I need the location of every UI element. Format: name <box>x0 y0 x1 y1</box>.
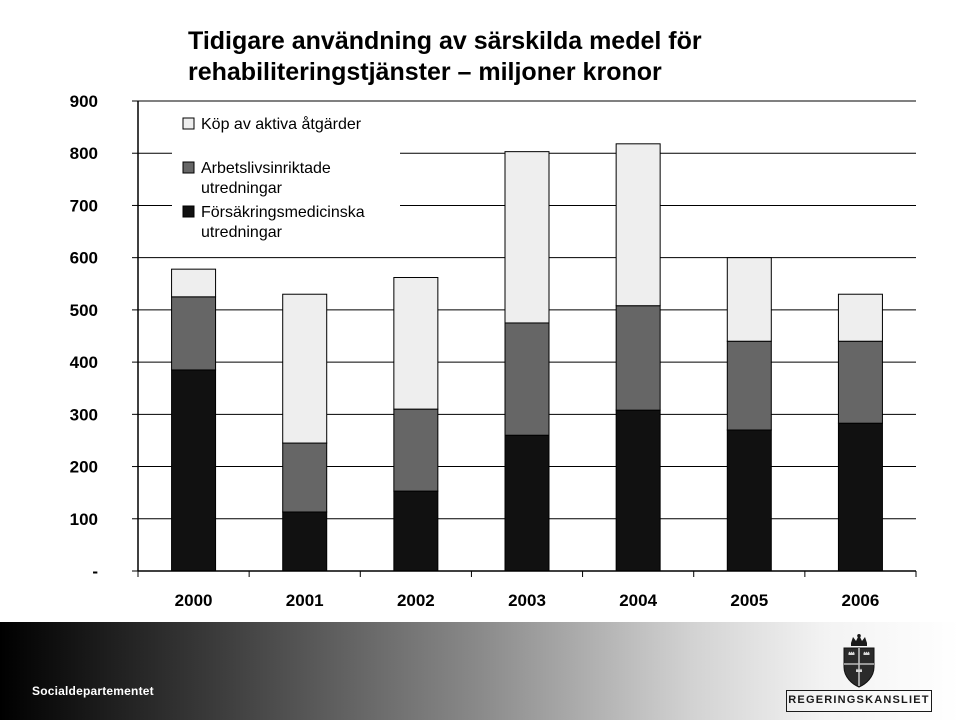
y-tick-label: 600 <box>70 249 98 268</box>
y-tick-label: 100 <box>70 510 98 529</box>
x-tick-label: 2002 <box>397 591 435 610</box>
bar-segment <box>726 257 772 342</box>
x-tick-label: 2003 <box>508 591 546 610</box>
bar-segment <box>615 409 661 572</box>
legend-swatch <box>182 161 195 174</box>
bar-segment <box>282 442 328 513</box>
legend-label: utredningar <box>201 180 283 197</box>
y-tick-label: 200 <box>70 458 98 477</box>
bar-segment <box>837 293 883 342</box>
legend-label: Arbetslivsinriktade <box>201 160 331 177</box>
bar-segment <box>504 151 550 324</box>
bar-segment <box>171 369 217 572</box>
bar-segment <box>726 340 772 431</box>
legend-label: Köp av aktiva åtgärder <box>201 115 362 133</box>
legend-label: Försäkringsmedicinska <box>201 204 365 221</box>
legend-swatch <box>182 117 195 130</box>
chart-title: Tidigare användning av särskilda medel f… <box>188 26 888 88</box>
bar-segment <box>282 511 328 572</box>
bar-segment <box>504 434 550 572</box>
y-tick-label: 500 <box>70 301 98 320</box>
bar-segment <box>393 277 439 410</box>
chart-title-line-1: Tidigare användning av särskilda medel f… <box>188 27 702 55</box>
x-tick-label: 2001 <box>286 591 324 610</box>
chart-title-line-2: rehabiliteringstjänster – miljoner krono… <box>188 58 662 86</box>
department-name: Socialdepartementet <box>32 684 154 698</box>
x-tick-label: 2006 <box>842 591 880 610</box>
bar-segment <box>837 422 883 572</box>
bar-segment <box>837 340 883 424</box>
footer-bar: Socialdepartementet REGERINGSKANSLIET <box>0 622 960 720</box>
x-tick-label: 2004 <box>619 591 657 610</box>
bar-segment <box>726 429 772 572</box>
bar-segment <box>282 293 328 444</box>
y-tick-label: 300 <box>70 405 98 424</box>
bar-segment <box>393 490 439 572</box>
y-tick-label: 400 <box>70 353 98 372</box>
bar-segment <box>171 268 217 298</box>
x-tick-label: 2000 <box>175 591 213 610</box>
y-tick-label: 700 <box>70 196 98 215</box>
bar-segment <box>171 296 217 371</box>
crown-shield-icon <box>843 634 875 688</box>
y-tick-label: 800 <box>70 144 98 163</box>
x-tick-label: 2005 <box>730 591 768 610</box>
bar-segment <box>615 143 661 307</box>
legend-background <box>172 106 400 246</box>
logo-wordmark: REGERINGSKANSLIET <box>786 690 932 712</box>
regeringskansliet-logo: REGERINGSKANSLIET <box>786 634 932 714</box>
y-tick-label: 900 <box>70 92 98 111</box>
legend-swatch <box>182 205 195 218</box>
bar-segment <box>615 305 661 411</box>
y-tick-label: - <box>92 562 98 581</box>
bar-segment <box>504 322 550 436</box>
stacked-bar-chart: - 100 200 300 400 500 600 700 800 900 2000 2001 2002… <box>70 92 917 610</box>
legend-label: utredningar <box>201 224 283 241</box>
bar-segment <box>393 408 439 492</box>
